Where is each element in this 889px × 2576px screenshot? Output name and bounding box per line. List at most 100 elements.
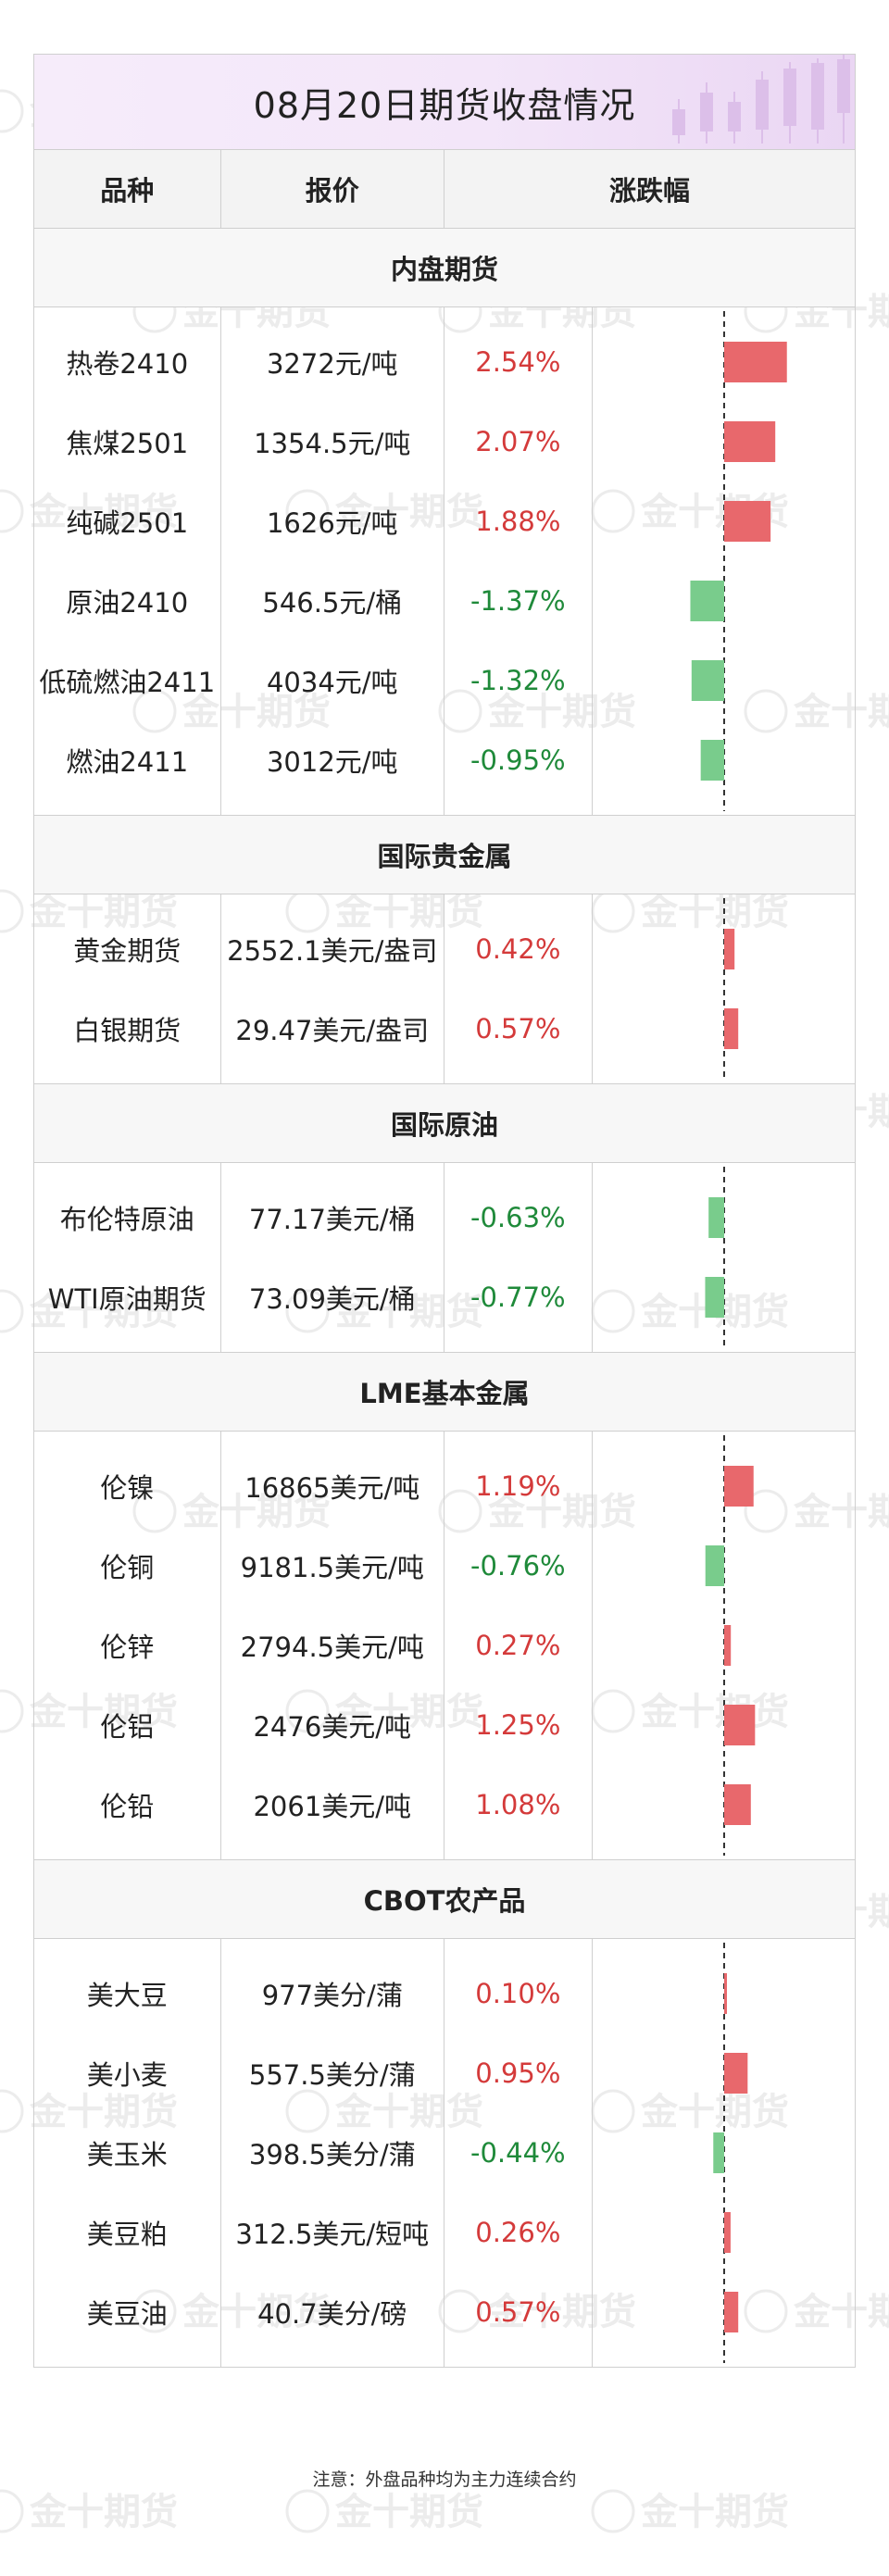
column-bar [593,307,855,815]
section-body: 布伦特原油 WTI原油期货 77.17美元/桶 73.09美元/桶 -0.63% -0.7… [34,1163,855,1353]
watermark-text: 金十期货 [29,2491,178,2533]
row-change: 0.57% [475,1013,561,1044]
row-name: 伦镍 [100,1472,155,1504]
section-body: 黄金期货 白银期货 2552.1美元/盎司 29.47美元/盎司 0.42% 0.57% [34,894,855,1084]
row-price: 73.09美元/桶 [248,1283,416,1315]
row-change: 0.27% [475,1630,561,1661]
header-price: 报价 [221,150,444,228]
row-price: 77.17美元/桶 [248,1204,416,1235]
row-name: 黄金期货 [73,935,182,967]
row-change: 0.57% [475,2296,561,2328]
watermark-text: 金十期货 [334,2491,483,2533]
row-price: 2476美元/吨 [253,1711,412,1743]
header-change: 涨跌幅 [608,175,690,206]
row-name: WTI原油期货 [47,1283,207,1315]
row-name: 美玉米 [86,2139,168,2170]
row-price: 398.5美分/蒲 [248,2139,416,2170]
row-change: 1.25% [475,1709,561,1741]
bar-up [723,2212,731,2253]
title-bar: 08月20日期货收盘情况 [34,55,855,150]
row-name: 美小麦 [86,2059,168,2091]
bar-up [723,2053,747,2094]
bar-chart [705,1167,725,1348]
row-name: 伦铅 [100,1791,155,1822]
column-price: 3272元/吨 1354.5元/吨 1626元/吨 546.5元/桶 4034元/吨 30… [221,307,444,815]
bar-down [707,1197,724,1238]
row-name: 焦煤2501 [66,428,189,459]
column-name: 伦镍 伦铜 伦锌 伦铝 伦铅 [34,1432,221,1859]
column-pct: 2.54% 2.07% 1.88% -1.37% -1.32% -0.95% [444,307,593,815]
column-bar [593,1163,855,1352]
futures-table: 08月20日期货收盘情况 品种 报价 涨跌幅 内盘期货 热卷2410 焦煤2501 纯… [33,54,856,2368]
row-change: 0.10% [475,1978,561,2009]
row-name: 伦铝 [100,1711,155,1743]
column-bar [593,1432,855,1859]
row-change: -1.37% [470,585,566,617]
column-pct: 0.42% 0.57% [444,894,593,1083]
row-change: 1.88% [475,506,561,537]
sections-container: 内盘期货 热卷2410 焦煤2501 纯碱2501 原油2410 低硫燃油2411 燃油24… [34,229,855,2367]
bar-down [705,1277,724,1318]
column-price: 2552.1美元/盎司 29.47美元/盎司 [221,894,444,1083]
bar-down [712,2132,724,2173]
watermark-text: 金十期货 [640,2491,789,2533]
row-price: 1354.5元/吨 [254,428,411,459]
section-title: 国际原油 [34,1084,855,1163]
column-name: 美大豆 美小麦 美玉米 美豆粕 美豆油 [34,1939,221,2367]
column-price: 977美分/蒲 557.5美分/蒲 398.5美分/蒲 312.5美元/短吨 40.7美… [221,1939,444,2367]
row-price: 2061美元/吨 [253,1791,412,1822]
row-change: 2.07% [475,426,561,457]
row-change: 2.54% [475,346,561,378]
row-name: 美大豆 [86,1980,168,2011]
bar-up [723,1973,727,2014]
row-name: 布伦特原油 [59,1204,194,1235]
watermark-tile: 金十期货 [591,2489,789,2533]
bar-up [723,342,787,382]
row-price: 16865美元/吨 [244,1472,420,1504]
column-name: 黄金期货 白银期货 [34,894,221,1083]
row-change: 1.19% [475,1470,561,1502]
candlestick-decoration-icon [672,55,850,144]
header-name: 品种 [34,150,221,228]
row-price: 312.5美元/短吨 [235,2219,430,2250]
row-name: 白银期货 [73,1015,182,1046]
row-name: 热卷2410 [66,348,189,380]
bar-up [723,421,775,462]
row-name: 美豆油 [86,2298,168,2330]
section-title: CBOT农产品 [34,1860,855,1939]
row-price: 546.5元/桶 [262,587,403,619]
bar-up [723,929,734,969]
bar-chart [705,1435,755,1856]
row-price: 4034元/吨 [266,667,398,698]
row-price: 40.7美分/磅 [257,2298,407,2330]
row-price: 1626元/吨 [266,507,398,539]
row-change: 0.42% [475,933,561,965]
section-title: 国际贵金属 [34,816,855,894]
row-price: 3012元/吨 [266,746,398,778]
column-pct: 0.10% 0.95% -0.44% 0.26% 0.57% [444,1939,593,2367]
row-change: -0.63% [470,1202,566,1233]
table-header: 品种 报价 涨跌幅 [34,150,855,229]
column-name: 布伦特原油 WTI原油期货 [34,1163,221,1352]
bar-down [690,581,724,621]
footer-note: 注意：外盘品种均为主力连续合约 [312,2470,577,2490]
bar-up [723,1466,754,1507]
section-title: LME基本金属 [34,1353,855,1432]
bar-down [700,740,724,781]
bar-up [723,2292,738,2332]
row-price: 557.5美分/蒲 [248,2059,416,2091]
bar-down [691,660,724,701]
row-price: 977美分/蒲 [261,1980,403,2011]
column-price: 16865美元/吨 9181.5美元/吨 2794.5美元/吨 2476美元/吨 206… [221,1432,444,1859]
bar-up [723,1008,738,1049]
row-change: 0.26% [475,2217,561,2248]
bar-chart [722,898,738,1080]
section-body: 热卷2410 焦煤2501 纯碱2501 原油2410 低硫燃油2411 燃油2411 32… [34,307,855,816]
column-bar [593,1939,855,2367]
bar-down [705,1545,724,1586]
column-pct: -0.63% -0.77% [444,1163,593,1352]
row-price: 2794.5美元/吨 [240,1632,424,1663]
row-price: 9181.5美元/吨 [240,1552,424,1583]
bar-up [723,1784,751,1825]
row-change: -0.44% [470,2137,566,2169]
